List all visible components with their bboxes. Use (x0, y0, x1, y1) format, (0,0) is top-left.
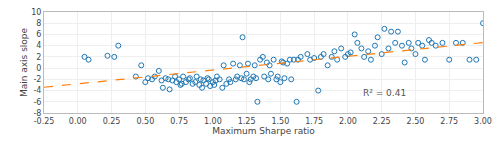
svg-text:2.50: 2.50 (407, 117, 425, 126)
svg-text:-0.25: -0.25 (34, 117, 55, 126)
svg-text:-4: -4 (33, 86, 41, 95)
svg-text:3.00: 3.00 (474, 117, 492, 126)
svg-text:0.75: 0.75 (170, 117, 188, 126)
svg-text:R² = 0.41: R² = 0.41 (363, 88, 406, 98)
svg-text:-8: -8 (33, 109, 41, 118)
svg-text:2.25: 2.25 (373, 117, 391, 126)
svg-text:6: 6 (36, 30, 41, 39)
svg-text:0.25: 0.25 (103, 117, 121, 126)
svg-text:Maximum Sharpe ratio: Maximum Sharpe ratio (212, 126, 315, 136)
svg-text:1.75: 1.75 (305, 117, 323, 126)
svg-text:-6: -6 (33, 98, 41, 107)
svg-text:-2: -2 (33, 75, 41, 84)
svg-text:0.00: 0.00 (69, 117, 87, 126)
svg-text:10: 10 (31, 8, 41, 17)
svg-text:8: 8 (36, 19, 41, 28)
svg-text:2.00: 2.00 (339, 117, 357, 126)
svg-text:2: 2 (36, 53, 41, 62)
svg-text:4: 4 (36, 41, 41, 50)
svg-text:Main axis slope: Main axis slope (19, 27, 29, 97)
svg-text:2.75: 2.75 (440, 117, 458, 126)
svg-text:0.50: 0.50 (136, 117, 154, 126)
svg-text:1.25: 1.25 (238, 117, 256, 126)
svg-text:1.50: 1.50 (271, 117, 289, 126)
svg-text:0: 0 (36, 64, 41, 73)
svg-text:1.00: 1.00 (204, 117, 222, 126)
